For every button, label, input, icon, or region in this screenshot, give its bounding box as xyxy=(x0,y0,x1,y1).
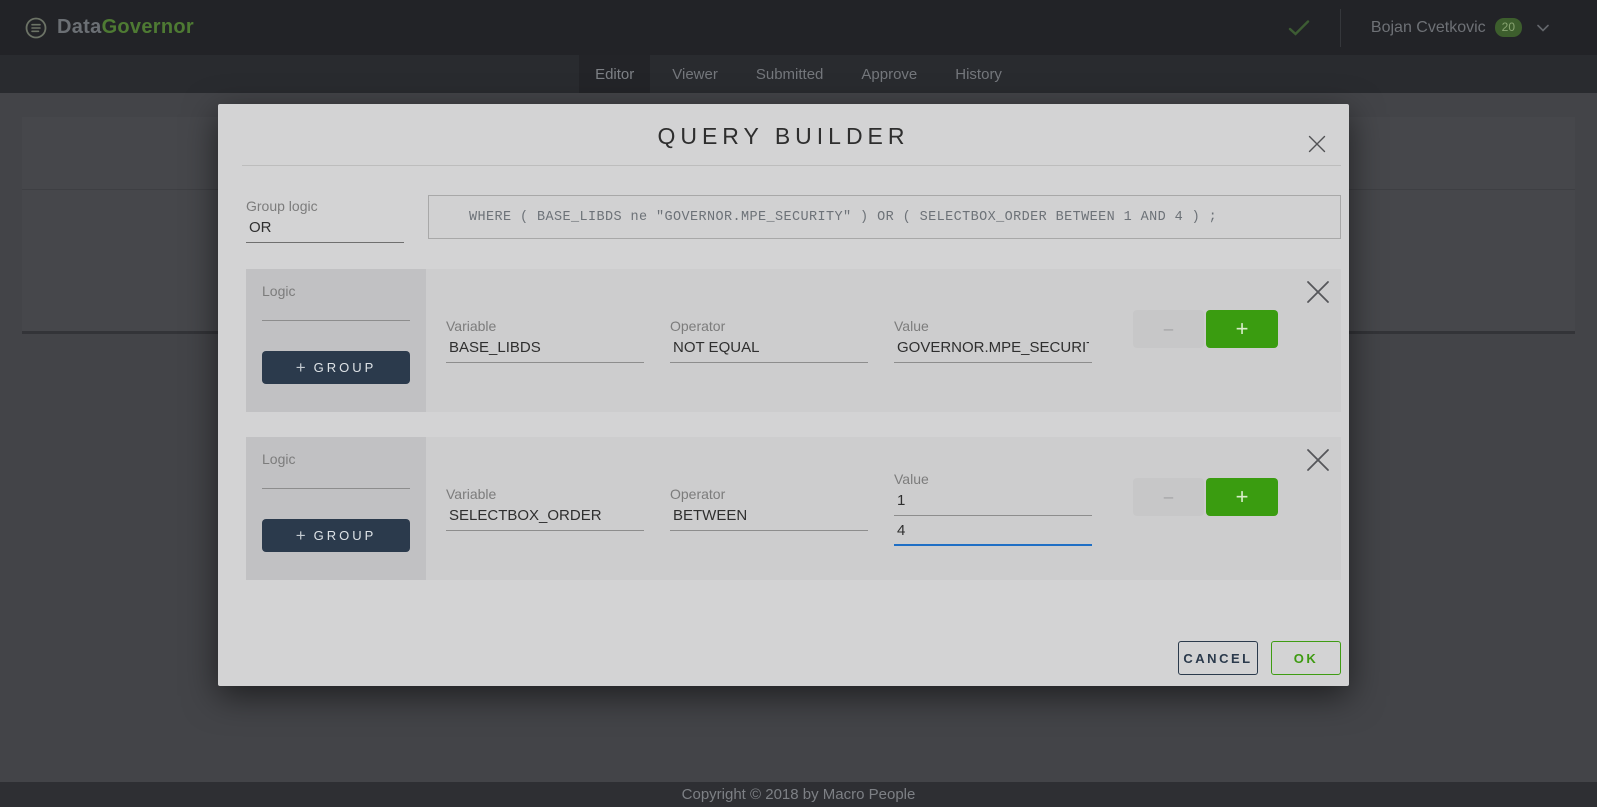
query-preview: WHERE ( BASE_LIBDS ne "GOVERNOR.MPE_SECU… xyxy=(428,195,1341,239)
title-divider xyxy=(242,165,1341,166)
operator-field: Operator xyxy=(670,486,868,531)
modal-title: QUERY BUILDER xyxy=(657,123,910,149)
tab-approve[interactable]: Approve xyxy=(861,65,918,83)
tab-editor[interactable]: Editor xyxy=(579,55,651,93)
add-condition-button[interactable]: + xyxy=(1206,310,1278,348)
group-logic-label: Group logic xyxy=(246,198,318,214)
top-row: Group logic WHERE ( BASE_LIBDS ne "GOVER… xyxy=(246,195,1341,243)
value-field: Value xyxy=(894,318,1092,363)
logic-label: Logic xyxy=(262,283,296,299)
logic-panel: Logic + GROUP xyxy=(246,269,426,412)
add-condition-button[interactable]: + xyxy=(1206,478,1278,516)
remove-condition-button[interactable]: – xyxy=(1133,478,1204,516)
value-input-from[interactable] xyxy=(894,489,1092,516)
modal-actions: CANCEL OK xyxy=(246,641,1341,675)
group-logic-field: Group logic xyxy=(246,198,428,243)
variable-label: Variable xyxy=(446,486,497,502)
logic-label: Logic xyxy=(262,451,296,467)
variable-field: Variable xyxy=(446,318,644,363)
plus-icon: + xyxy=(295,357,306,377)
app-logo[interactable]: DataGovernor xyxy=(24,16,194,40)
add-group-button[interactable]: + GROUP xyxy=(262,519,410,552)
operator-label: Operator xyxy=(670,318,726,334)
operator-label: Operator xyxy=(670,486,726,502)
database-logo-icon xyxy=(24,16,48,40)
value-label: Value xyxy=(894,318,929,334)
condition-fields: Variable Operator Value xyxy=(426,269,1092,412)
condition-row: Logic + GROUP Variable Operator xyxy=(246,437,1341,580)
operator-input[interactable] xyxy=(670,336,868,363)
condition-fields: Variable Operator Value xyxy=(426,437,1092,580)
app-header: DataGovernor Bojan Cvetkovic 20 xyxy=(0,0,1597,55)
logic-input[interactable] xyxy=(262,303,410,321)
user-name: Bojan Cvetkovic xyxy=(1370,18,1486,36)
value-input[interactable] xyxy=(894,336,1092,363)
plus-icon: + xyxy=(295,525,306,545)
user-badge: 20 xyxy=(1494,18,1522,37)
header-divider xyxy=(1339,8,1341,47)
value-label: Value xyxy=(894,471,929,487)
header-right: Bojan Cvetkovic 20 xyxy=(1288,8,1549,47)
main-nav: Editor Viewer Submitted Approve History xyxy=(0,55,1597,93)
app-footer: Copyright © 2018 by Macro People xyxy=(0,782,1597,807)
variable-field: Variable xyxy=(446,486,644,531)
variable-input[interactable] xyxy=(446,336,644,363)
close-icon[interactable] xyxy=(1307,134,1327,154)
modal-body: Group logic WHERE ( BASE_LIBDS ne "GOVER… xyxy=(218,195,1349,675)
logic-input[interactable] xyxy=(262,471,410,489)
condition-row: Logic + GROUP Variable Operator xyxy=(246,269,1341,412)
chevron-down-icon xyxy=(1537,24,1549,32)
plus-icon: + xyxy=(1235,316,1249,341)
ok-button[interactable]: OK xyxy=(1271,641,1341,675)
row-add-remove: – + xyxy=(1133,310,1278,412)
remove-condition-button[interactable]: – xyxy=(1133,310,1204,348)
operator-field: Operator xyxy=(670,318,868,363)
variable-label: Variable xyxy=(446,318,497,334)
group-logic-input[interactable] xyxy=(246,216,404,243)
logic-panel: Logic + GROUP xyxy=(246,437,426,580)
row-add-remove: – + xyxy=(1133,478,1278,580)
check-icon[interactable] xyxy=(1288,19,1310,36)
value-input-to[interactable] xyxy=(894,519,1092,546)
add-group-button[interactable]: + GROUP xyxy=(262,351,410,384)
delete-row-icon[interactable] xyxy=(1305,447,1331,473)
tab-viewer[interactable]: Viewer xyxy=(672,65,718,83)
copyright-text: Copyright © 2018 by Macro People xyxy=(681,786,916,803)
plus-icon: + xyxy=(1235,484,1249,509)
minus-icon: – xyxy=(1163,319,1174,338)
group-button-label: GROUP xyxy=(313,528,377,543)
tab-submitted[interactable]: Submitted xyxy=(755,65,824,83)
cancel-button[interactable]: CANCEL xyxy=(1178,641,1258,675)
query-builder-modal: QUERY BUILDER Group logic WHERE ( BASE_L… xyxy=(218,104,1349,686)
group-button-label: GROUP xyxy=(313,360,377,375)
minus-icon: – xyxy=(1163,487,1174,506)
operator-input[interactable] xyxy=(670,504,868,531)
delete-row-icon[interactable] xyxy=(1305,279,1331,305)
variable-input[interactable] xyxy=(446,504,644,531)
user-menu[interactable]: Bojan Cvetkovic 20 xyxy=(1371,18,1549,37)
tab-history[interactable]: History xyxy=(955,65,1002,83)
logo-text: DataGovernor xyxy=(57,16,194,38)
value-field: Value xyxy=(894,471,1092,546)
